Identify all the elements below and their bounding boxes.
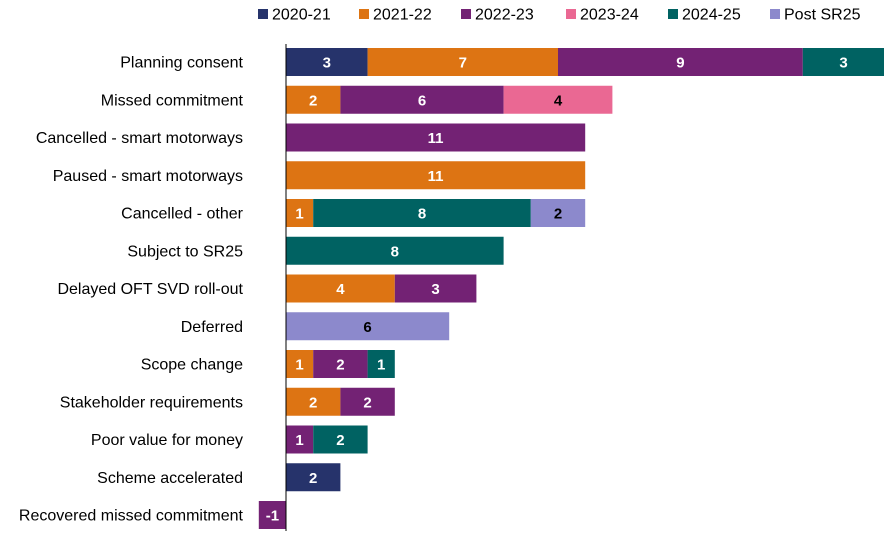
- bar-segment: [258, 501, 286, 529]
- bar-segment: [313, 425, 368, 454]
- category-label: Cancelled - smart motorways: [36, 130, 243, 147]
- bar-segment: [367, 48, 558, 76]
- bar-value-label: 4: [336, 281, 345, 298]
- bar-segment: [286, 123, 586, 152]
- bar-segment: [394, 274, 477, 303]
- bar-segment: [530, 199, 586, 227]
- bar-value-label: 8: [418, 206, 426, 223]
- category-label: Cancelled - other: [121, 206, 244, 223]
- bar-segment: [286, 236, 504, 265]
- legend-label-post-sr25: Post SR25: [784, 7, 861, 24]
- bars: [258, 48, 884, 529]
- bar-segment: [286, 463, 341, 492]
- category-label: Delayed OFT SVD roll-out: [57, 281, 243, 298]
- bar-value-label: 2: [309, 92, 317, 109]
- category-label: Stakeholder requirements: [60, 394, 243, 411]
- legend-swatch-2023-24: [566, 9, 576, 19]
- bar-segment: [340, 85, 504, 114]
- legend-swatch-2022-23: [461, 9, 471, 19]
- category-labels: Planning consent Missed commitment Cancell…: [19, 55, 244, 525]
- bar-segment: [286, 350, 314, 378]
- bar-value-label: 4: [554, 92, 563, 109]
- legend-label-2021-22: 2021-22: [373, 7, 432, 24]
- bar-segment: [286, 161, 586, 190]
- bar-value-label: 2: [309, 394, 317, 411]
- bar-value-label: 1: [295, 206, 303, 223]
- bar-value-label: 7: [459, 55, 467, 72]
- bar-segment: [503, 85, 613, 114]
- bar-value-label: 11: [428, 168, 444, 185]
- bar-value-label: 1: [295, 432, 303, 449]
- bar-value-label: 6: [418, 92, 426, 109]
- category-label: Scheme accelerated: [97, 470, 243, 487]
- category-label: Deferred: [181, 319, 243, 336]
- bar-segment: [286, 199, 314, 227]
- bar-value-label: 3: [431, 281, 439, 298]
- bar-value-label: 9: [676, 55, 684, 72]
- category-label: Planning consent: [120, 55, 243, 72]
- bar-segment: [802, 48, 884, 76]
- bar-segment: [286, 274, 395, 303]
- legend-swatch-2021-22: [359, 9, 369, 19]
- category-label: Paused - smart motorways: [53, 168, 243, 185]
- category-label: Subject to SR25: [127, 243, 243, 260]
- legend-label-2024-25: 2024-25: [682, 7, 741, 24]
- bar-value-label: 3: [839, 55, 847, 72]
- bar-value-label: 2: [363, 394, 371, 411]
- bar-value-label: 3: [323, 55, 331, 72]
- bar-segment: [286, 85, 341, 114]
- legend-swatch-post-sr25: [770, 9, 780, 19]
- bar-value-label: 6: [363, 319, 371, 336]
- bar-value-label: 8: [391, 243, 399, 260]
- bar-value-label: 2: [554, 206, 562, 223]
- bar-segment: [313, 350, 368, 378]
- bar-value-label: 11: [428, 130, 444, 147]
- legend-swatch-2020-21: [258, 9, 268, 19]
- bar-value-label: 1: [295, 357, 303, 374]
- bar-segment: [286, 312, 450, 341]
- category-label: Scope change: [141, 357, 243, 374]
- legend-swatch-2024-25: [668, 9, 678, 19]
- category-label: Recovered missed commitment: [19, 508, 244, 525]
- legend-label-2022-23: 2022-23: [475, 7, 534, 24]
- bar-segment: [286, 425, 314, 454]
- legend-label-2023-24: 2023-24: [580, 7, 639, 24]
- bar-segment: [313, 199, 531, 227]
- bar-value-label: 2: [336, 432, 344, 449]
- bar-value-label: 2: [309, 470, 317, 487]
- bar-segment: [558, 48, 803, 76]
- legend-label-2020-21: 2020-21: [272, 7, 331, 24]
- category-label: Missed commitment: [101, 92, 244, 109]
- bar-segment: [286, 48, 368, 76]
- bar-segment: [286, 387, 341, 416]
- legend: 2020-21 2021-22 2022-23 2023-24 2024-25 Post …: [258, 7, 861, 24]
- category-label: Poor value for money: [91, 432, 243, 449]
- bar-segment: [340, 387, 395, 416]
- bar-segment: [367, 350, 395, 378]
- bar-value-label: 2: [336, 357, 344, 374]
- bar-value-label: 1: [377, 357, 385, 374]
- bar-value-label: -1: [266, 508, 279, 525]
